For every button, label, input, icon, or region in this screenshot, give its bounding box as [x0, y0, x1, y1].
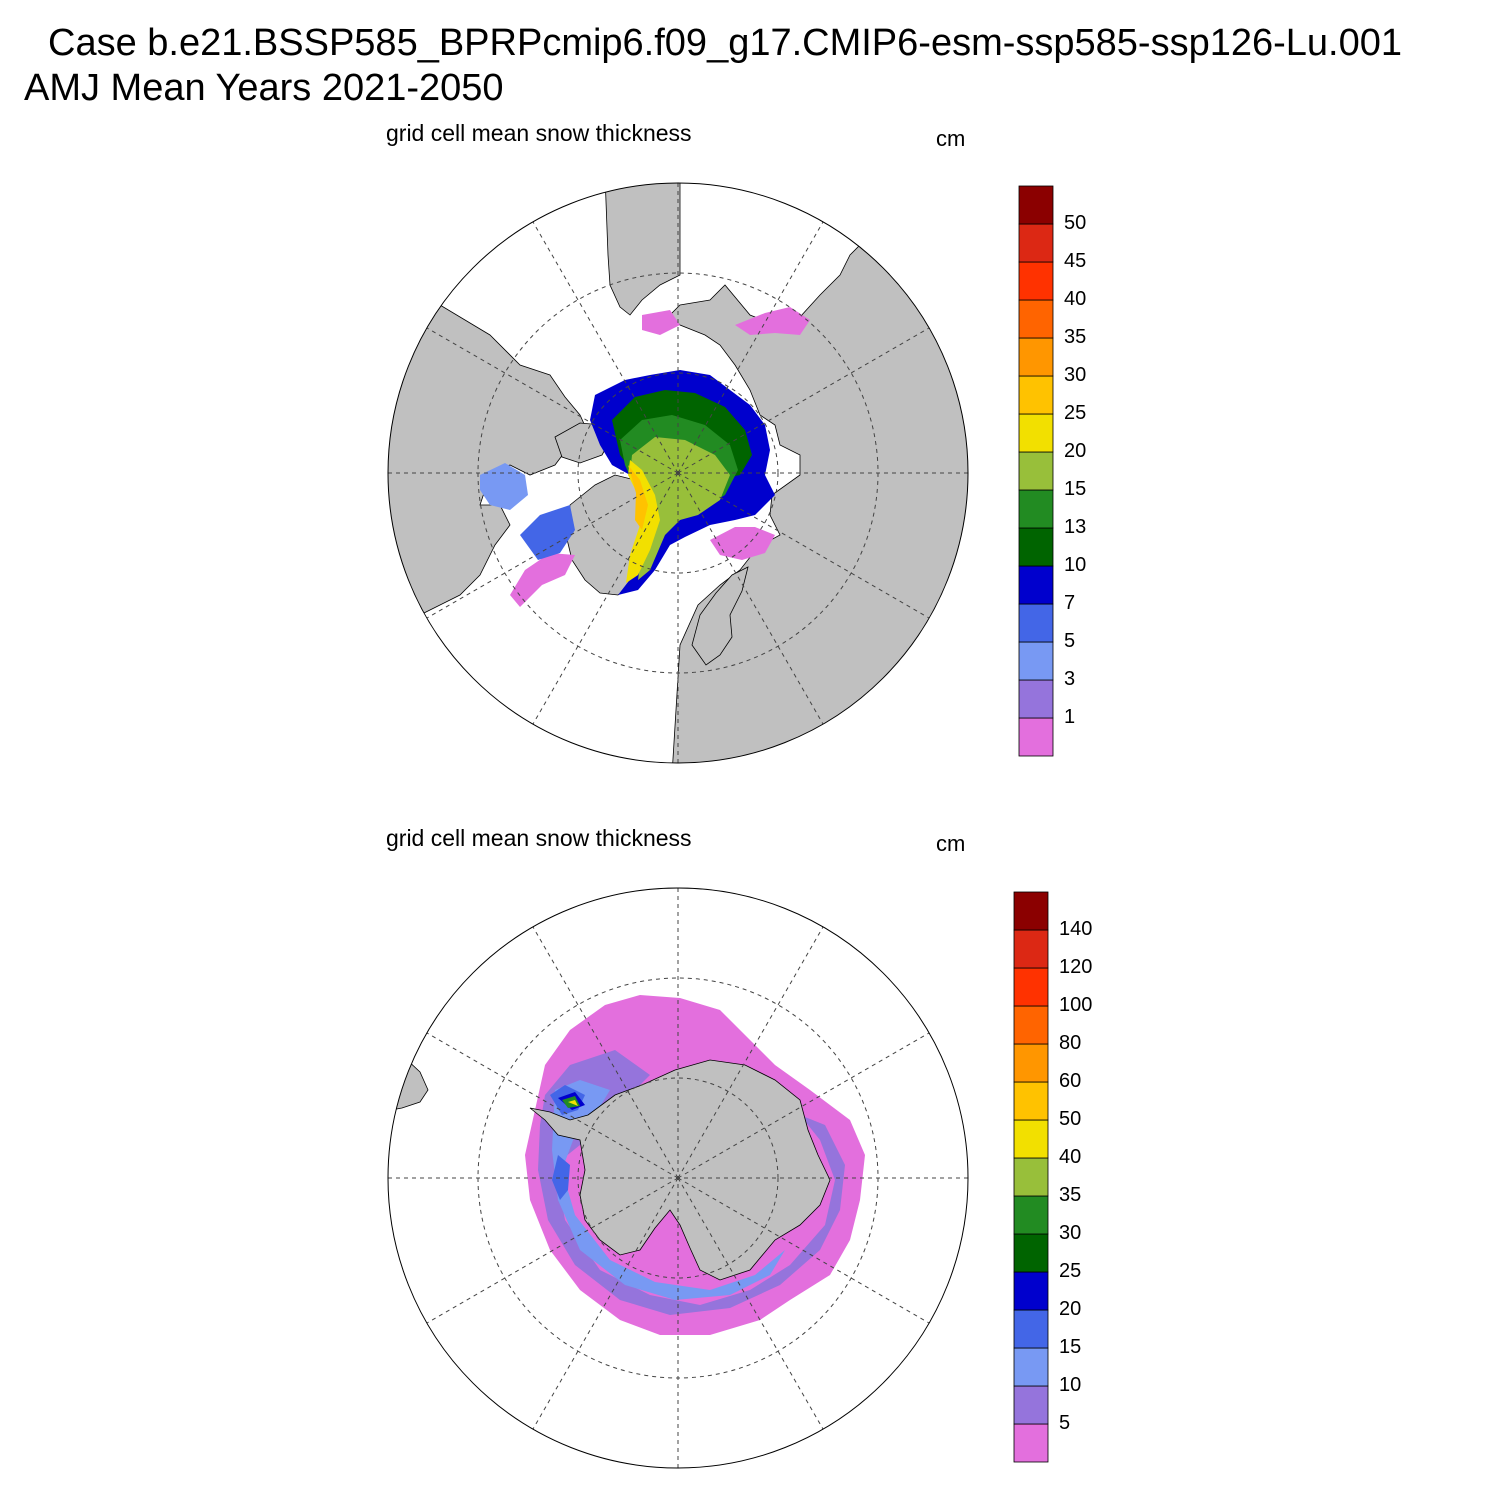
north-colorbar [1018, 185, 1054, 757]
south-colorbar-segment [1013, 967, 1049, 1007]
south-colorbar-tick-label: 15 [1059, 1336, 1082, 1358]
south-colorbar-segment [1013, 1081, 1049, 1121]
south-colorbar-tick-label: 100 [1059, 994, 1093, 1016]
south-units-label: cm [936, 831, 966, 856]
north-colorbar-tick-label: 7 [1064, 592, 1076, 614]
south-colorbar-tick-label: 80 [1059, 1032, 1082, 1054]
north-colorbar-tick-label: 45 [1064, 250, 1087, 272]
north-colorbar-segment [1018, 565, 1054, 605]
north-colorbar-segment [1018, 603, 1054, 643]
north-colorbar-tick-label: 20 [1064, 440, 1087, 462]
north-colorbar-tick-label: 30 [1064, 364, 1087, 386]
north-colorbar-segment [1018, 261, 1054, 301]
south-colorbar-segment [1013, 1385, 1049, 1425]
north-colorbar-segment [1018, 413, 1054, 453]
north-panel-title: grid cell mean snow thickness [386, 120, 692, 146]
north-colorbar-tick-label: 50 [1064, 212, 1087, 234]
south-colorbar-tick-label: 30 [1059, 1222, 1082, 1244]
north-units-label: cm [936, 126, 966, 151]
south-colorbar-segment [1013, 1309, 1049, 1349]
south-colorbar-segment [1013, 1347, 1049, 1387]
north-colorbar-segment [1018, 489, 1054, 529]
south-panel-title: grid cell mean snow thickness [386, 825, 692, 851]
north-colorbar-tick-label: 5 [1064, 630, 1076, 652]
north-colorbar-segment [1018, 527, 1054, 567]
south-colorbar-segment [1013, 1119, 1049, 1159]
north-colorbar-tick-label: 40 [1064, 288, 1087, 310]
south-colorbar-segment [1013, 1157, 1049, 1197]
north-colorbar-segment [1018, 717, 1054, 757]
south-colorbar-tick-label: 35 [1059, 1184, 1082, 1206]
south-colorbar-segment [1013, 1271, 1049, 1311]
north-colorbar-segment [1018, 451, 1054, 491]
south-colorbar-tick-label: 25 [1059, 1260, 1082, 1282]
north-colorbar-segment [1018, 375, 1054, 415]
south-colorbar-segment [1013, 929, 1049, 969]
north-colorbar-tick-label: 1 [1064, 706, 1076, 728]
north-colorbar-segment [1018, 299, 1054, 339]
south-colorbar-tick-label: 20 [1059, 1298, 1082, 1320]
north-colorbar-segment [1018, 223, 1054, 263]
north-colorbar-tick-label: 15 [1064, 478, 1087, 500]
south-colorbar-segment [1013, 891, 1049, 931]
south-colorbar-segment [1013, 1423, 1049, 1463]
south-colorbar-tick-label: 50 [1059, 1108, 1082, 1130]
south-colorbar [1013, 891, 1049, 1463]
north-land-scandinavia [691, 566, 749, 666]
south-colorbar-segment [1013, 1005, 1049, 1045]
south-colorbar-segment [1013, 1233, 1049, 1273]
north-colorbar-segment [1018, 337, 1054, 377]
north-colorbar-tick-label: 3 [1064, 668, 1076, 690]
south-snow-blue [550, 1085, 585, 1200]
south-colorbar-segment [1013, 1195, 1049, 1235]
north-snow-orange [628, 465, 648, 530]
south-colorbar-tick-label: 10 [1059, 1374, 1082, 1396]
north-colorbar-tick-label: 13 [1064, 516, 1087, 538]
north-snow-pink [510, 553, 575, 607]
case-title: Case b.e21.BSSP585_BPRPcmip6.f09_g17.CMI… [48, 22, 1402, 64]
north-colorbar-segment [1018, 185, 1054, 225]
south-snow-violet [538, 1050, 845, 1315]
north-land-bering [604, 183, 681, 316]
south-colorbar-segment [1013, 1043, 1049, 1083]
north-colorbar-tick-label: 10 [1064, 554, 1087, 576]
north-colorbar-tick-label: 35 [1064, 326, 1087, 348]
north-snow-baffin [520, 505, 575, 560]
north-colorbar-segment [1018, 641, 1054, 681]
north-snow-hudson [480, 463, 528, 510]
north-snow-pink-ne [642, 307, 810, 335]
south-colorbar-tick-label: 40 [1059, 1146, 1082, 1168]
south-colorbar-tick-label: 5 [1059, 1412, 1071, 1434]
north-colorbar-tick-label: 25 [1064, 402, 1087, 424]
south-colorbar-tick-label: 140 [1059, 918, 1093, 940]
north-snow-pink-e [710, 527, 775, 560]
north-polar-map [387, 182, 969, 764]
south-polar-map [387, 887, 969, 1469]
south-snow-yellow [568, 1100, 578, 1106]
period-title: AMJ Mean Years 2021-2050 [24, 67, 504, 109]
south-colorbar-tick-label: 120 [1059, 956, 1093, 978]
north-colorbar-segment [1018, 679, 1054, 719]
south-colorbar-tick-label: 60 [1059, 1070, 1082, 1092]
south-land-antarctica [529, 1059, 831, 1281]
